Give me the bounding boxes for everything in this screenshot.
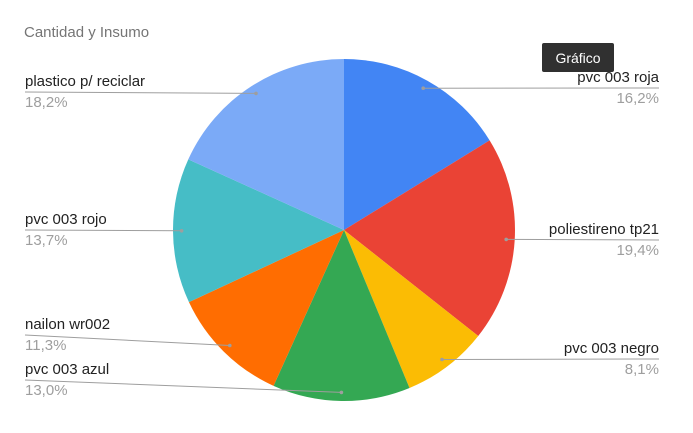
slice-label: pvc 003 rojo — [25, 211, 107, 228]
slice-percent: 19,4% — [616, 242, 659, 259]
slice-percent: 11,3% — [25, 337, 66, 354]
slice-percent: 8,1% — [625, 361, 659, 378]
slice-percent: 18,2% — [25, 94, 68, 111]
slice-labels: pvc 003 roja 16,2% poliestireno tp21 19,4% p… — [25, 69, 660, 399]
slice-label: poliestireno tp21 — [549, 221, 659, 238]
slice-label: pvc 003 azul — [25, 361, 109, 378]
pie-slice-plastico-p-reciclar[interactable] — [188, 59, 344, 230]
leader-dot — [339, 390, 344, 395]
leader-line — [441, 358, 660, 360]
slice-label: nailon wr002 — [25, 316, 110, 333]
chart-title: Cantidad y Insumo — [24, 24, 150, 41]
tooltip: Gráfico — [542, 43, 614, 72]
leader-line — [24, 334, 230, 346]
pie-slice-poliestireno-tp21[interactable] — [344, 140, 515, 336]
pie-slice-pvc-003-negro[interactable] — [344, 230, 479, 388]
wedges — [172, 59, 515, 402]
leader-dot — [504, 237, 509, 242]
leader-lines — [24, 86, 660, 395]
leader-dot — [440, 357, 444, 362]
slice-percent: 16,2% — [616, 90, 659, 107]
pie-slice-nailon-wr002[interactable] — [188, 230, 344, 386]
leader-dot — [228, 343, 232, 348]
leader-line — [24, 229, 182, 232]
pie-slice-pvc-003-azul[interactable] — [273, 230, 410, 402]
slice-label: pvc 003 roja — [577, 69, 659, 86]
leader-line — [506, 238, 660, 241]
leader-dot — [179, 229, 184, 233]
leader-dot — [254, 91, 258, 96]
slice-percent: 13,7% — [25, 232, 68, 249]
pie-slice-pvc-003-rojo[interactable] — [172, 159, 344, 303]
leader-line — [24, 91, 257, 94]
slice-label: pvc 003 negro — [564, 340, 659, 357]
pie-slice-pvc-003-roja[interactable] — [344, 59, 490, 230]
slice-percent: 13,0% — [25, 382, 68, 399]
leader-line — [24, 379, 342, 393]
slice-label: plastico p/ reciclar — [25, 73, 145, 90]
leader-dot — [421, 86, 426, 90]
